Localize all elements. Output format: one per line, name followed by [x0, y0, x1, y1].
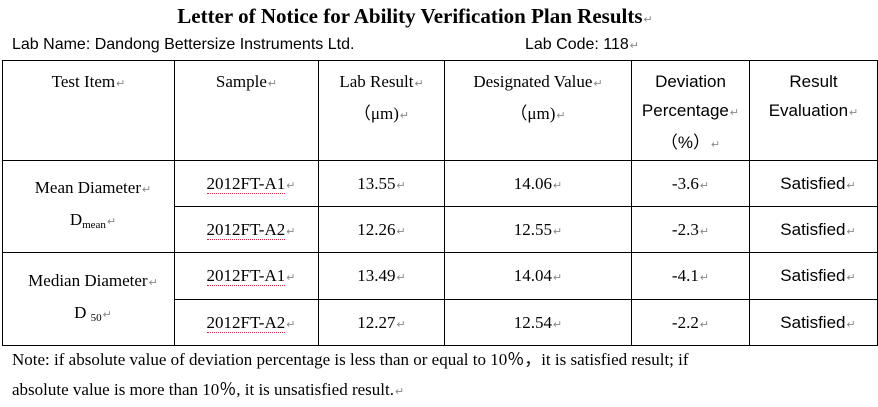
sample-cell: 2012FT-A2↵	[174, 299, 319, 346]
note-paragraph: Note: if absolute value of deviation per…	[12, 345, 872, 407]
paragraph-mark-icon: ↵	[394, 386, 405, 398]
header-result-evaluation: Result Evaluation↵	[749, 60, 878, 161]
document-title: Letter of Notice for Ability Verificatio…	[0, 4, 830, 29]
header-sample: Sample↵	[174, 60, 319, 161]
header-test-item: Test Item↵	[2, 60, 175, 161]
lab-result-cell: 12.27↵	[318, 299, 445, 346]
table-row: Mean Diameter↵ Dmean↵ 2012FT-A1↵ 13.55↵ 1…	[2, 160, 878, 253]
lab-result-cell: 12.26↵	[318, 206, 445, 253]
test-item-cell: Median Diameter↵ D 50↵	[2, 252, 175, 346]
results-table: Test Item↵ Sample↵ Lab Result↵ （μm)↵ Desi…	[2, 60, 878, 346]
evaluation-cell: Satisfied↵	[749, 206, 878, 253]
sample-cell: 2012FT-A1↵	[174, 160, 319, 207]
header-lab-result: Lab Result↵ （μm)↵	[318, 60, 445, 161]
evaluation-cell: Satisfied↵	[749, 299, 878, 346]
note-line-1: Note: if absolute value of deviation per…	[12, 350, 689, 369]
table-row: 2012FT-A2↵ 12.27↵ 12.54↵ -2.2↵ Satisfied…	[3, 299, 878, 346]
paragraph-mark-icon: ↵	[643, 14, 653, 26]
deviation-cell: -3.6↵	[631, 160, 750, 207]
deviation-cell: -2.3↵	[631, 206, 750, 253]
sample-cell: 2012FT-A2↵	[174, 206, 319, 253]
lab-info-line: Lab Name: Dandong Bettersize Instruments…	[12, 36, 872, 54]
test-item-cell: Mean Diameter↵ Dmean↵	[2, 160, 175, 253]
header-deviation-percentage: Deviation Percentage↵ （%）↵	[631, 60, 750, 161]
lab-result-cell: 13.49↵	[318, 252, 445, 300]
deviation-cell: -4.1↵	[631, 252, 750, 300]
sample-cell: 2012FT-A1↵	[174, 252, 319, 300]
designated-value-cell: 14.04↵	[444, 252, 632, 300]
title-text: Letter of Notice for Ability Verificatio…	[177, 4, 643, 28]
table-row: Median Diameter↵ D 50↵ 2012FT-A1↵ 13.49↵ …	[2, 252, 878, 346]
lab-code: Lab Code: 118↵	[525, 36, 640, 53]
designated-value-cell: 12.55↵	[444, 206, 632, 253]
deviation-cell: -2.2↵	[631, 299, 750, 346]
header-row: Test Item↵ Sample↵ Lab Result↵ （μm)↵ Desi…	[2, 60, 878, 161]
evaluation-cell: Satisfied↵	[749, 160, 878, 207]
designated-value-cell: 14.06↵	[444, 160, 632, 207]
evaluation-cell: Satisfied↵	[749, 252, 878, 300]
paragraph-mark-icon: ↵	[629, 40, 640, 52]
lab-name: Lab Name: Dandong Bettersize Instruments…	[12, 36, 355, 53]
lab-result-cell: 13.55↵	[318, 160, 445, 207]
header-designated-value: Designated Value↵ （μm)↵	[444, 60, 632, 161]
designated-value-cell: 12.54↵	[444, 299, 632, 346]
note-line-2: absolute value is more than 10％, it is u…	[12, 380, 394, 399]
